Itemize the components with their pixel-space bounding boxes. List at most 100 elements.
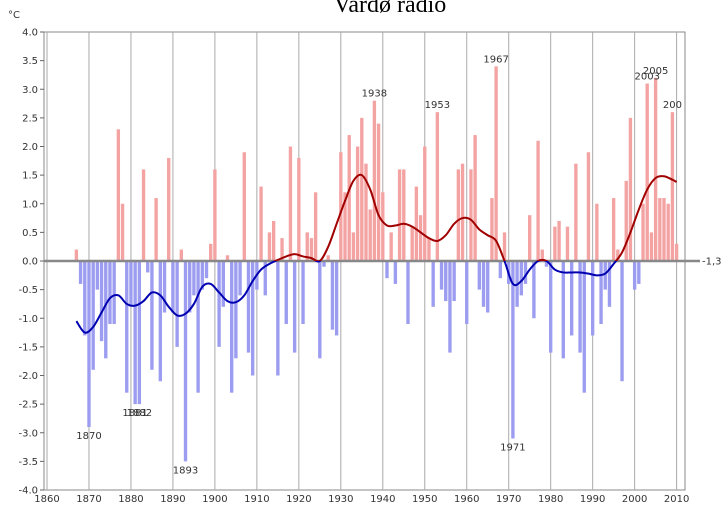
bar (372, 100, 377, 261)
annotation: 1893 (173, 465, 198, 476)
x-tick-label: 1920 (286, 494, 311, 505)
bar (519, 261, 523, 296)
x-tick-label: 2010 (664, 494, 689, 505)
bar (137, 261, 142, 405)
bar (250, 261, 255, 376)
bar (595, 203, 599, 261)
y-tick-label: -2.5 (18, 400, 38, 411)
bar (465, 261, 469, 324)
x-tick-label: 1880 (118, 494, 143, 505)
bar (322, 261, 326, 267)
y-tick-label: -3.0 (18, 428, 38, 439)
y-tick-label: 1.0 (22, 199, 38, 210)
bar (553, 226, 557, 261)
annotation: 2003 (634, 72, 659, 83)
bar (146, 261, 150, 273)
bar (368, 209, 372, 261)
bar (574, 163, 578, 261)
x-tick-label: 1960 (454, 494, 479, 505)
bar (242, 152, 246, 261)
bar (557, 220, 561, 261)
bar (217, 261, 221, 347)
bar (641, 203, 645, 261)
bar (360, 117, 364, 261)
bar (607, 261, 612, 307)
bar (288, 146, 293, 261)
bar (120, 203, 125, 261)
bar (209, 243, 213, 261)
bar (267, 232, 272, 261)
x-tick-label: 1900 (202, 494, 227, 505)
x-tick-label: 1940 (370, 494, 395, 505)
annotation: 1953 (425, 100, 450, 111)
y-tick-label: -0.5 (18, 285, 38, 296)
bar (167, 157, 171, 261)
annotation: 1938 (362, 89, 387, 100)
bar (351, 232, 356, 261)
bar (154, 198, 158, 261)
bar (78, 261, 83, 284)
bar (632, 261, 637, 290)
bar (309, 238, 314, 261)
bar (418, 215, 423, 261)
x-tick-label: 1970 (496, 494, 521, 505)
bar (141, 169, 146, 261)
bar (393, 261, 398, 284)
bar (427, 238, 431, 261)
bar (104, 261, 108, 359)
bar (221, 261, 225, 307)
bar (162, 261, 167, 313)
bar (397, 169, 402, 261)
y-tick-label: -1.0 (18, 314, 38, 325)
bar (569, 261, 574, 336)
bar (549, 261, 553, 353)
y-tick-label: -4.0 (18, 486, 38, 497)
bar (414, 186, 419, 261)
bar (540, 249, 544, 261)
bar (490, 198, 494, 261)
bar (129, 261, 133, 307)
bar (171, 261, 175, 313)
bar (158, 261, 163, 382)
bar (469, 169, 473, 261)
bar (192, 261, 196, 296)
x-tick-label: 1890 (160, 494, 185, 505)
bar (133, 261, 137, 405)
bar (599, 261, 603, 324)
bar (280, 238, 284, 261)
bar (284, 261, 288, 324)
bar (498, 261, 502, 279)
bar (108, 261, 112, 324)
bar (385, 261, 389, 279)
bar (112, 261, 116, 324)
bar (477, 261, 482, 290)
bar (456, 169, 461, 261)
bar (263, 261, 267, 296)
bar (355, 146, 360, 261)
bar (402, 169, 406, 261)
bar (196, 261, 200, 393)
smooth-line (75, 173, 678, 334)
bar (670, 112, 675, 262)
annotation: 1870 (76, 431, 101, 442)
bar (502, 232, 507, 261)
bar (406, 261, 410, 324)
bar (624, 180, 628, 261)
bar (616, 249, 620, 261)
bar (523, 261, 528, 284)
bar (343, 192, 347, 261)
bar (448, 261, 452, 353)
bar (376, 123, 381, 261)
bar (313, 192, 318, 261)
annotation: 200 (663, 100, 682, 111)
bar (486, 261, 490, 313)
bar (271, 220, 276, 261)
bar (213, 169, 217, 261)
bar (125, 261, 129, 393)
bar (439, 261, 444, 290)
bar (246, 261, 251, 353)
y-tick-label: -2.0 (18, 371, 38, 382)
bar (83, 261, 87, 336)
bar (204, 261, 209, 279)
